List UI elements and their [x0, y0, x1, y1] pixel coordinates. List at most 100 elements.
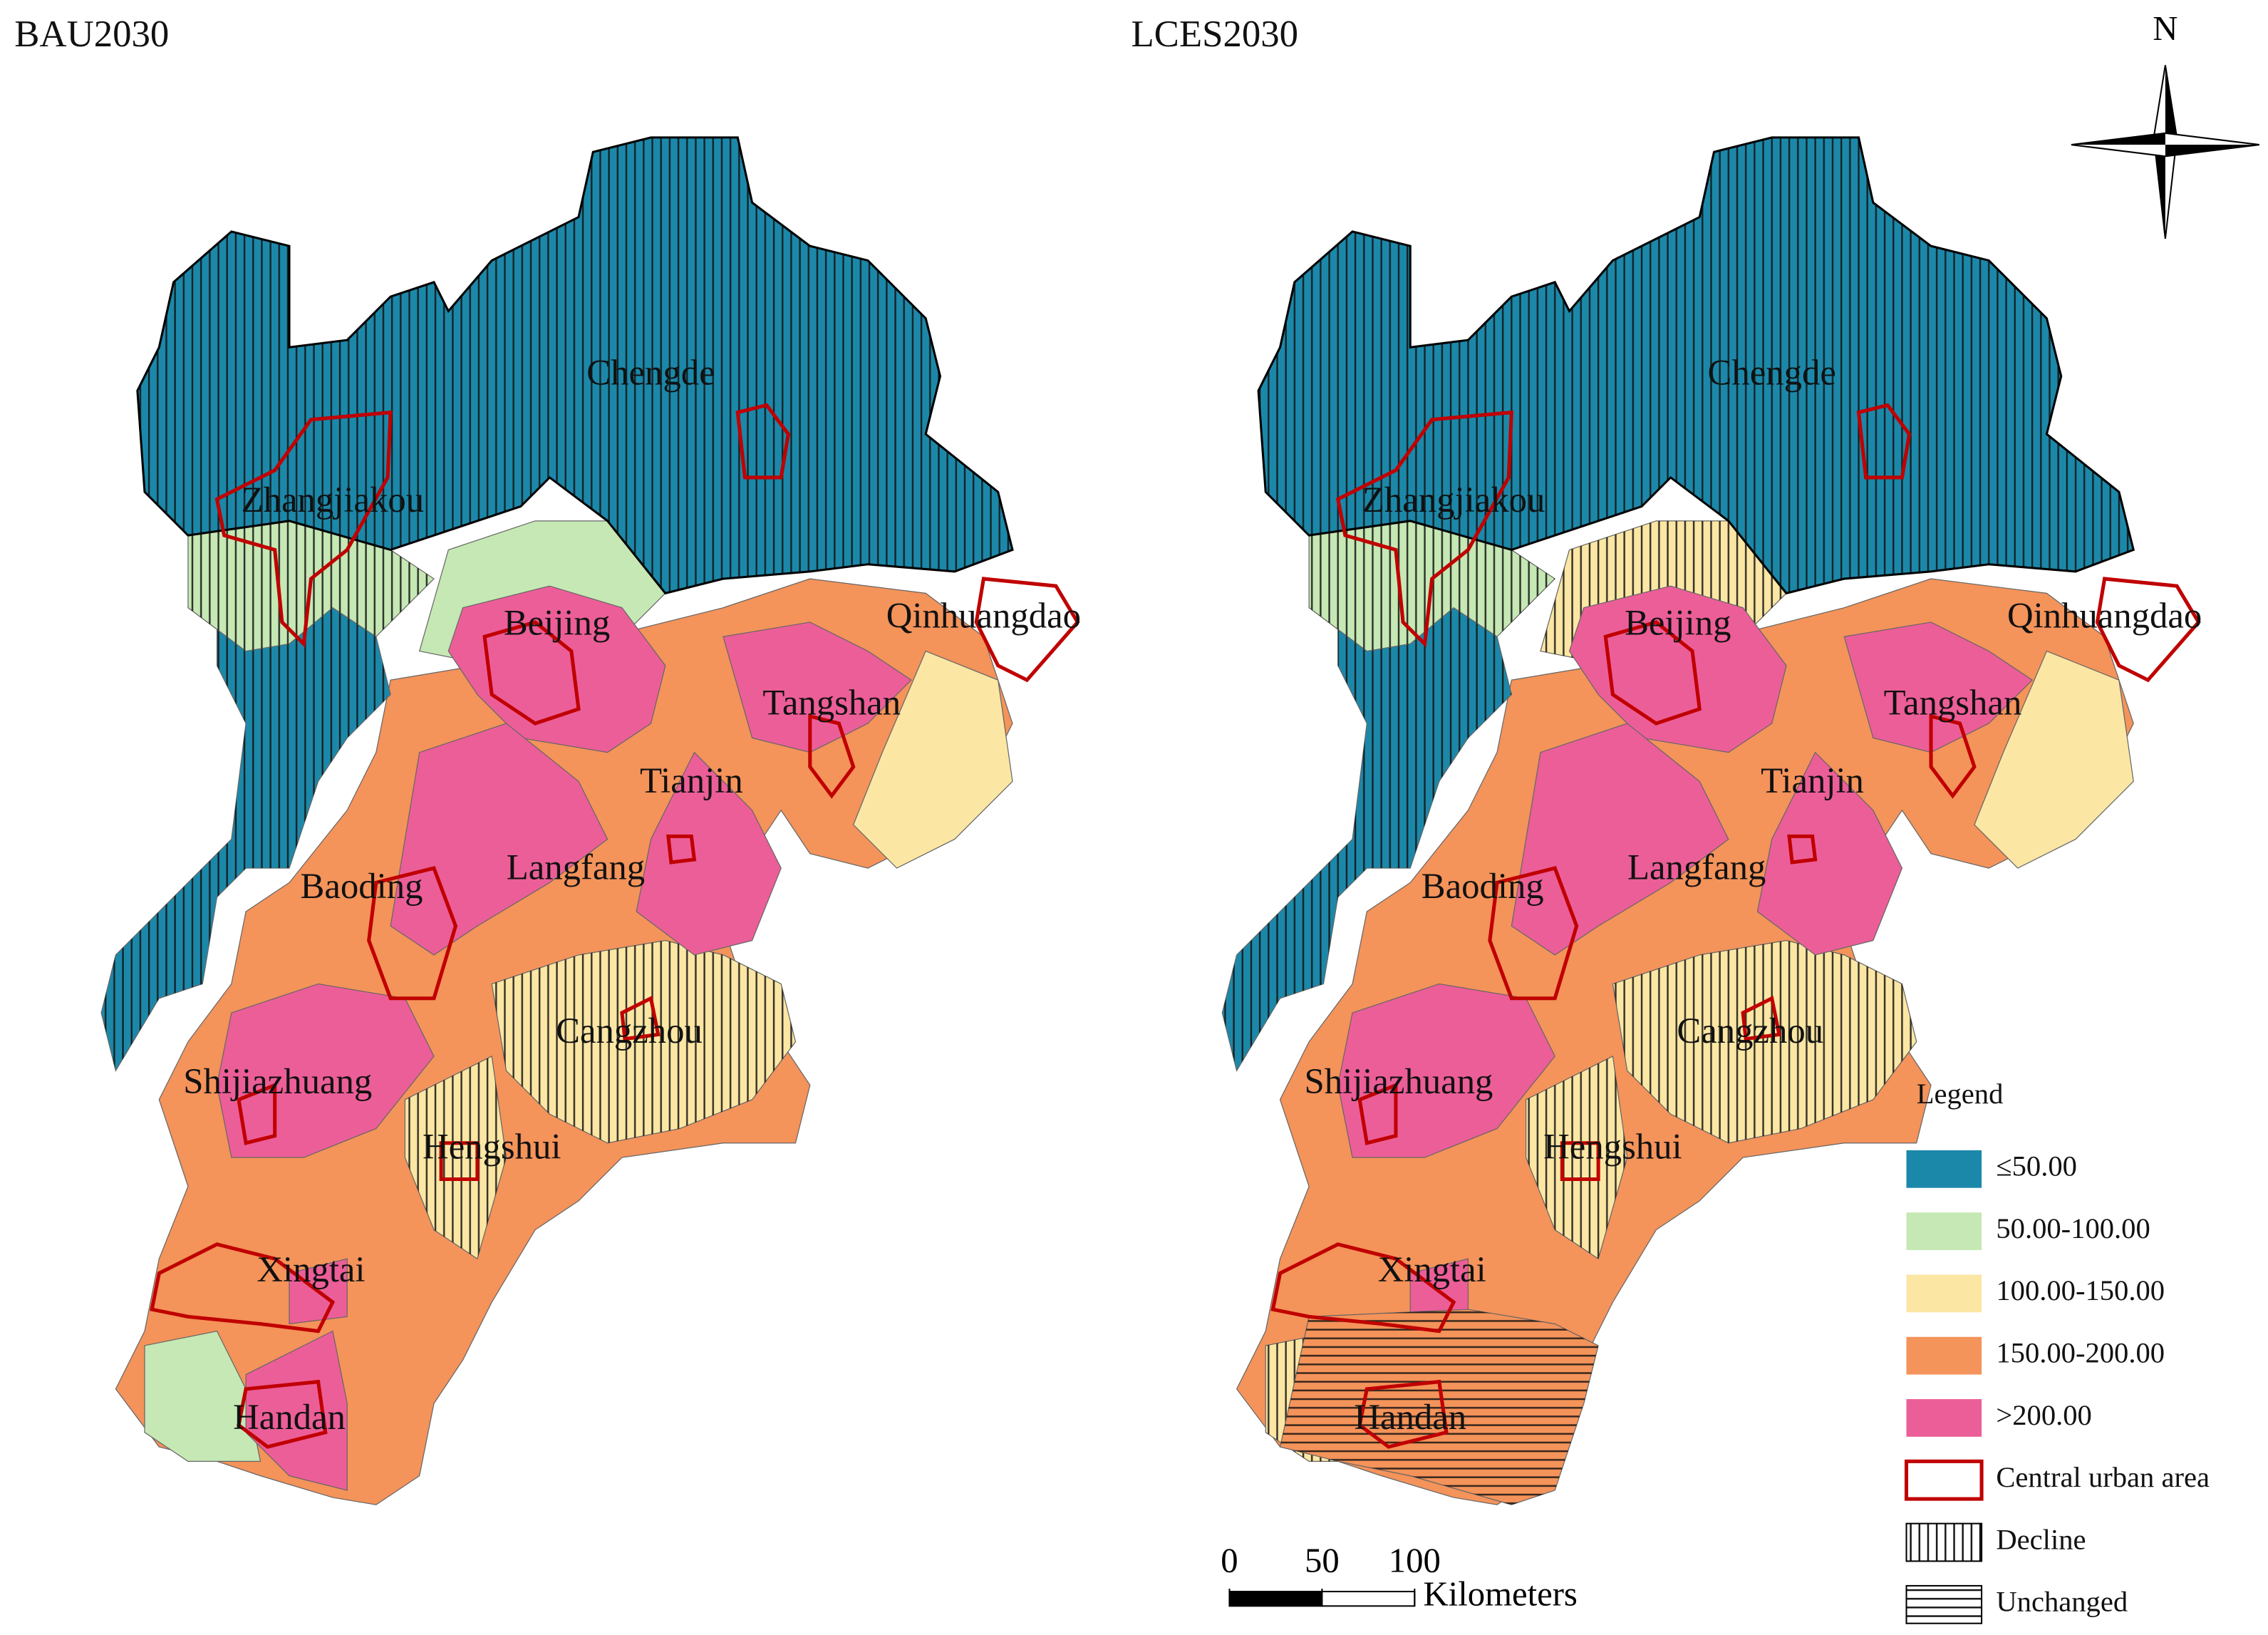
- legend-label: Unchanged: [1996, 1586, 2128, 1618]
- city-label: Qinhuangdao: [886, 596, 1081, 636]
- legend-swatch: [1906, 1212, 1982, 1250]
- city-label: Hengshui: [423, 1127, 561, 1167]
- scale-tick-label: 0: [1221, 1542, 1238, 1580]
- city-label: Zhangjiakou: [242, 480, 424, 520]
- city-label: Langfang: [1627, 847, 1766, 887]
- decline-hatch: [1258, 137, 2134, 594]
- decline-hatch: [101, 535, 391, 1071]
- map-title: LCES2030: [1131, 14, 1298, 55]
- city-label: Langfang: [507, 847, 645, 887]
- central-urban-area: [1560, 1141, 1600, 1182]
- central-urban-area: [1787, 834, 1818, 865]
- central-urban-area: [1929, 713, 1977, 799]
- central-urban-area: [482, 620, 581, 726]
- legend-swatch: [1904, 1459, 1984, 1501]
- decline-hatch: [1526, 1056, 1627, 1259]
- decline-hatch: [137, 137, 1013, 594]
- region: [216, 983, 435, 1158]
- legend-label: ≤50.00: [1996, 1150, 2077, 1182]
- region: [1568, 585, 1787, 753]
- city-label: Baoding: [1422, 866, 1544, 906]
- central-urban-area: [150, 1242, 336, 1334]
- city-label: Chengde: [1708, 352, 1836, 392]
- city-label: Qinhuangdao: [2007, 596, 2202, 636]
- city-label: Beijing: [504, 603, 610, 643]
- region: [447, 585, 666, 753]
- legend-swatch: [1906, 1150, 1982, 1188]
- scale-segment: [1228, 1591, 1323, 1607]
- city-label: Tangshan: [1884, 682, 2022, 722]
- legend-label: Central urban area: [1996, 1461, 2210, 1493]
- central-urban-area: [367, 866, 458, 1001]
- legend-swatch: [1905, 1584, 1983, 1624]
- central-urban-area: [735, 403, 791, 480]
- city-label: Tianjin: [1761, 760, 1864, 800]
- city-label: Cangzhou: [1677, 1011, 1823, 1051]
- city-label: Tianjin: [640, 760, 743, 800]
- region: [144, 1330, 262, 1462]
- city-label: Shijiazhuang: [1305, 1061, 1493, 1101]
- central-urban-area: [974, 577, 1080, 683]
- north-label: N: [2153, 9, 2178, 48]
- north-arrow: N: [2071, 9, 2259, 239]
- legend-title: Legend: [1917, 1078, 2004, 1110]
- scale-tick-label: 100: [1389, 1542, 1441, 1580]
- region-border: [1257, 136, 2135, 595]
- legend: Legend ≤50.00 50.00-100.00 100.00-150.00 150…: [1904, 1078, 2210, 1624]
- legend-label: Decline: [1996, 1523, 2086, 1555]
- legend-label: 100.00-150.00: [1996, 1274, 2165, 1306]
- central-urban-area: [2095, 577, 2201, 683]
- central-urban-area: [666, 834, 697, 865]
- decline-hatch: [405, 1056, 507, 1259]
- region-border: [136, 136, 1014, 595]
- region: [723, 621, 912, 753]
- city-label: Beijing: [1625, 603, 1731, 643]
- central-urban-area: [1357, 1379, 1449, 1449]
- city-label: Tangshan: [762, 682, 901, 722]
- legend-swatch: [1906, 1399, 1982, 1437]
- scale-segment: [1321, 1591, 1416, 1607]
- central-urban-area: [237, 1379, 328, 1449]
- decline-hatch: [1222, 535, 1512, 1071]
- map-panel: Chengde Zhangjiakou Qinhuangdao Beijing Tang…: [100, 136, 1081, 1505]
- city-label: Handan: [233, 1397, 346, 1437]
- legend-swatch: [1905, 1522, 1983, 1562]
- unchanged-hatch: [1280, 1309, 1599, 1505]
- central-urban-area: [620, 995, 661, 1041]
- legend-label: 150.00-200.00: [1996, 1336, 2165, 1368]
- region: [852, 650, 1013, 869]
- legend-swatch: [1906, 1336, 1982, 1375]
- city-label: Chengde: [586, 352, 715, 392]
- region: [1756, 751, 1903, 956]
- central-urban-area: [214, 410, 393, 648]
- city-label: Xingtai: [1378, 1249, 1486, 1289]
- central-urban-area: [1270, 1242, 1456, 1334]
- central-urban-area: [808, 713, 856, 799]
- map-title: BAU2030: [14, 14, 169, 55]
- region: [1974, 650, 2134, 869]
- central-urban-area: [439, 1141, 480, 1182]
- city-label: Xingtai: [257, 1249, 365, 1289]
- legend-label: 50.00-100.00: [1996, 1212, 2150, 1244]
- city-label: Cangzhou: [556, 1011, 703, 1051]
- scale-tick-label: 50: [1305, 1542, 1340, 1580]
- city-label: Zhangjiakou: [1362, 480, 1545, 520]
- scale-unit: Kilometers: [1423, 1574, 1577, 1613]
- decline-hatch: [492, 940, 796, 1143]
- region: [636, 751, 782, 956]
- city-label: Baoding: [301, 866, 423, 906]
- central-urban-area: [237, 1082, 277, 1145]
- city-label: Shijiazhuang: [183, 1061, 372, 1101]
- city-label: Handan: [1354, 1397, 1466, 1437]
- region: [1337, 983, 1555, 1158]
- city-label: Hengshui: [1543, 1127, 1682, 1167]
- central-urban-area: [1741, 995, 1781, 1041]
- central-urban-area: [1335, 410, 1513, 648]
- decline-hatch: [1612, 940, 1917, 1143]
- legend-swatch: [1906, 1274, 1982, 1313]
- central-urban-area: [1603, 620, 1702, 726]
- map-panel: Chengde Zhangjiakou Qinhuangdao Beijing Tang…: [1221, 136, 2202, 1505]
- region: [1843, 621, 2034, 753]
